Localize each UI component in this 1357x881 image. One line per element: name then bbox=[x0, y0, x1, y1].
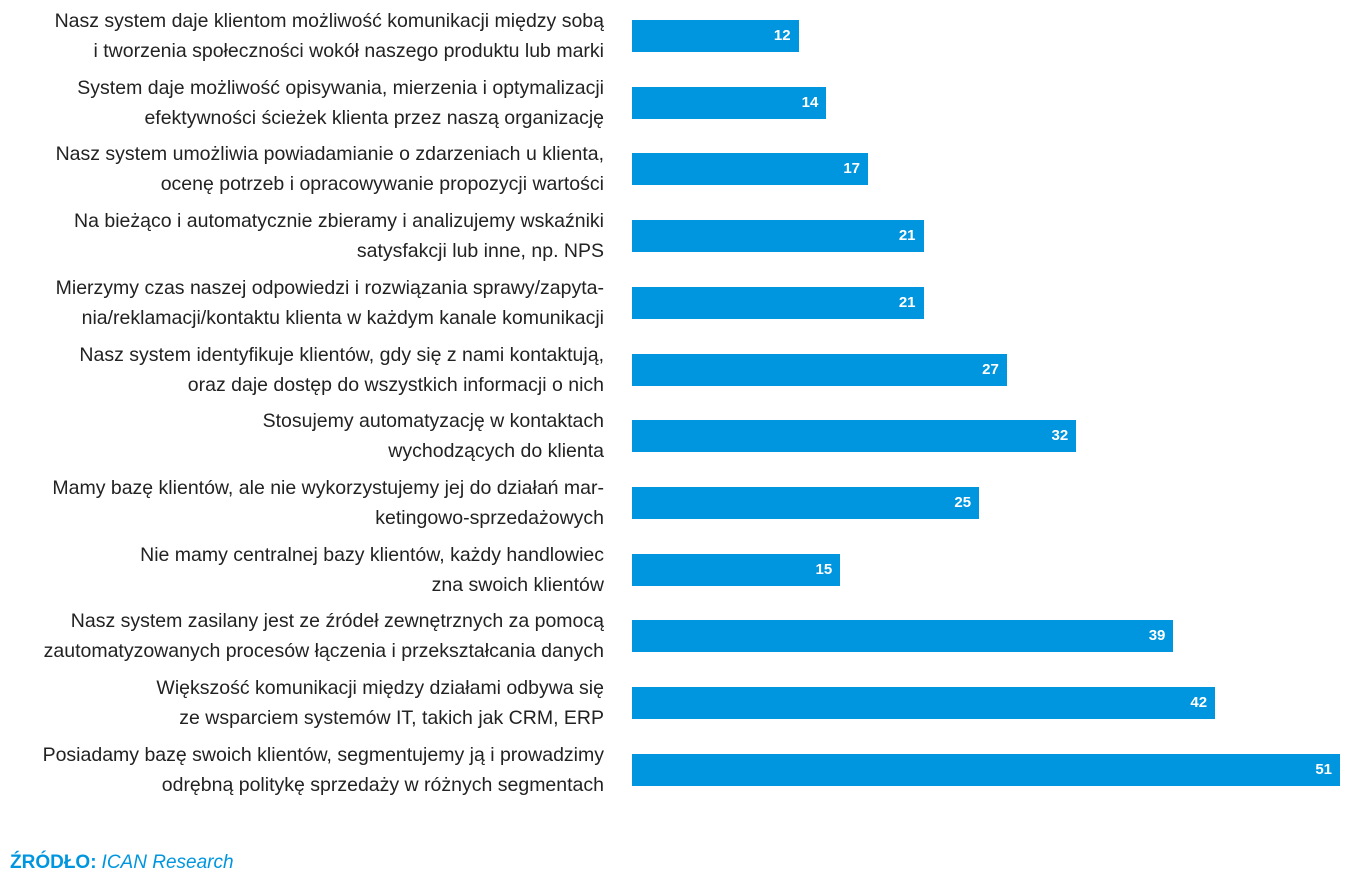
bar-value-label: 14 bbox=[801, 93, 819, 111]
source-value: ICAN Research bbox=[101, 852, 234, 873]
category-label-line: Nasz system daje klientom możliwość komu… bbox=[54, 10, 604, 32]
bar-value-label: 42 bbox=[1190, 694, 1208, 711]
category-label-line: zautomatyzowanych procesów łączenia i pr… bbox=[43, 640, 604, 663]
bar: 39 bbox=[632, 620, 1174, 653]
category-label-line: zna swoich klientów bbox=[431, 573, 604, 596]
category-label: Na bieżąco i automatycznie zbieramy i an… bbox=[0, 206, 604, 266]
bar-value-label: 25 bbox=[954, 493, 972, 511]
bar: 25 bbox=[632, 486, 980, 519]
category-label-line: Mierzymy czas naszej odpowiedzi i rozwią… bbox=[55, 276, 604, 299]
category-label: Nasz system zasilany jest ze źródeł zewn… bbox=[0, 606, 604, 666]
bar: 21 bbox=[632, 286, 924, 319]
category-label: Nie mamy centralnej bazy klientów, każdy… bbox=[0, 540, 604, 600]
category-label-line: Stosujemy automatyzację w kontaktach bbox=[262, 410, 604, 433]
category-label: Nasz system umożliwia powiadamianie o zd… bbox=[0, 139, 604, 199]
category-label: Mierzymy czas naszej odpowiedzi i rozwią… bbox=[0, 273, 604, 333]
bar: 17 bbox=[632, 153, 868, 186]
category-label-line: ze wsparciem systemów IT, takich jak CRM… bbox=[179, 707, 604, 729]
bar-value-label: 32 bbox=[1051, 427, 1069, 445]
category-label-line: Większość komunikacji między działami od… bbox=[156, 677, 604, 699]
bar: 14 bbox=[632, 86, 827, 119]
bar-value-label: 15 bbox=[815, 560, 833, 578]
bar-value-label: 51 bbox=[1315, 760, 1332, 778]
category-label: Nasz system identyfikuje klientów, gdy s… bbox=[0, 340, 604, 400]
bar-value-label: 21 bbox=[898, 227, 916, 245]
category-label-line: Nie mamy centralnej bazy klientów, każdy… bbox=[140, 543, 604, 566]
bar: 12 bbox=[632, 20, 799, 52]
category-label: System daje możliwość opisywania, mierze… bbox=[0, 73, 604, 133]
category-label-line: oraz daje dostęp do wszystkich informacj… bbox=[187, 373, 604, 396]
category-label-line: nia/reklamacji/kontaktu klienta w każdym… bbox=[81, 306, 604, 329]
category-label-line: satysfakcji lub inne, np. NPS bbox=[356, 240, 604, 263]
category-label-line: wychodzących do klienta bbox=[388, 440, 604, 463]
bar: 51 bbox=[632, 753, 1340, 786]
category-label-line: Nasz system identyfikuje klientów, gdy s… bbox=[79, 343, 604, 366]
bar: 21 bbox=[632, 220, 924, 253]
category-label-line: Nasz system umożliwia powiadamianie o zd… bbox=[55, 143, 604, 166]
source-note: ŹRÓDŁO: ICAN Research bbox=[10, 852, 234, 874]
bar-value-label: 39 bbox=[1148, 627, 1166, 645]
category-label: Mamy bazę klientów, ale nie wykorzystuje… bbox=[0, 473, 604, 533]
category-label: Stosujemy automatyzację w kontaktach wych… bbox=[0, 406, 604, 466]
category-label: Większość komunikacji między działami od… bbox=[0, 673, 604, 733]
category-label-line: ocenę potrzeb i opracowywanie propozycji… bbox=[160, 173, 604, 196]
category-label-line: Nasz system zasilany jest ze źródeł zewn… bbox=[70, 610, 604, 633]
category-label: Nasz system daje klientom możliwość komu… bbox=[0, 6, 604, 66]
bar-value-label: 27 bbox=[982, 360, 999, 378]
category-label-line: Na bieżąco i automatycznie zbieramy i an… bbox=[74, 210, 604, 233]
bar: 42 bbox=[632, 687, 1216, 719]
category-label-line: efektywności ścieżek klienta przez naszą… bbox=[144, 106, 604, 129]
category-label-line: ketingowo-sprzedażowych bbox=[375, 506, 604, 529]
category-label-line: Mamy bazę klientów, ale nie wykorzystuje… bbox=[52, 476, 604, 499]
category-label-line: Posiadamy bazę swoich klientów, segmentu… bbox=[42, 743, 604, 766]
source-label: ŹRÓDŁO: bbox=[10, 852, 97, 873]
bar-value-label: 21 bbox=[898, 293, 916, 311]
bar-value-label: 12 bbox=[773, 27, 791, 44]
category-label-line: System daje możliwość opisywania, mierze… bbox=[77, 76, 604, 99]
category-label-line: odrębną politykę sprzedaży w różnych seg… bbox=[161, 773, 604, 796]
bar: 27 bbox=[632, 353, 1007, 386]
category-label-line: i tworzenia społeczności wokół naszego p… bbox=[93, 40, 604, 62]
bar: 15 bbox=[632, 553, 841, 586]
category-label: Posiadamy bazę swoich klientów, segmentu… bbox=[0, 740, 604, 800]
bar-value-label: 17 bbox=[843, 160, 860, 178]
bar: 32 bbox=[632, 420, 1077, 453]
